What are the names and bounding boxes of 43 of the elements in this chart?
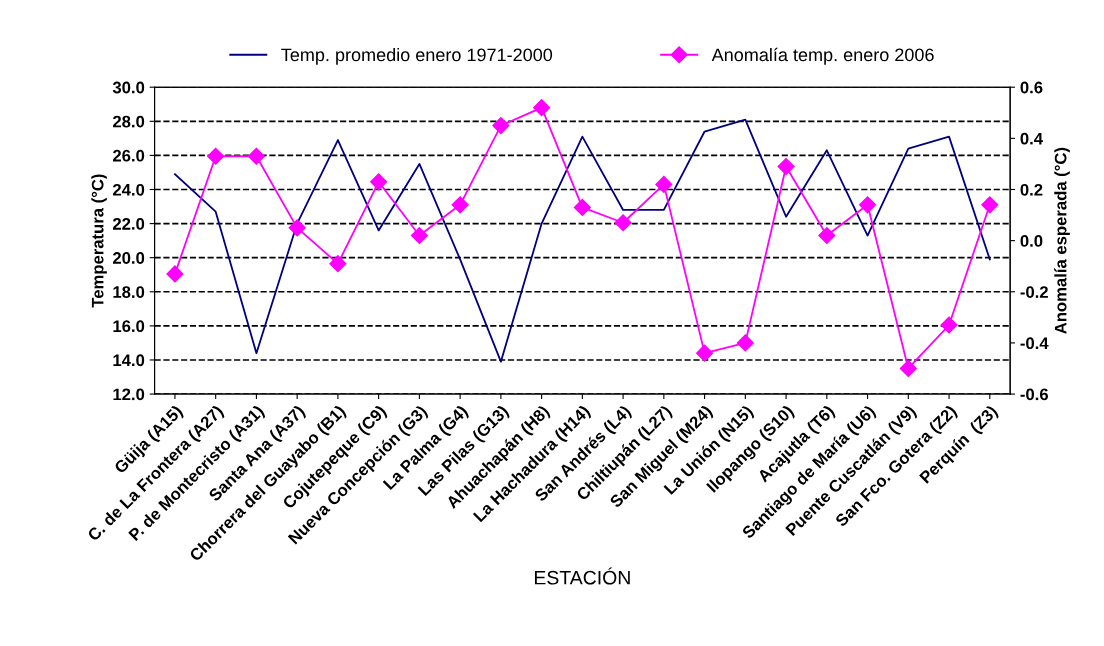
y-tick-label: 14.0 xyxy=(113,354,145,367)
point xyxy=(818,226,836,245)
y-tick-label: 16.0 xyxy=(113,320,145,333)
point xyxy=(451,196,469,214)
point xyxy=(573,198,591,216)
y-axis-title: Temperatura (°C) xyxy=(91,174,107,308)
y-tick-label: 24.0 xyxy=(112,183,145,196)
y-tick-label: 28.0 xyxy=(112,115,145,128)
y2-tick-label: -0.6 xyxy=(1020,388,1048,401)
point xyxy=(370,173,388,191)
point xyxy=(329,255,347,273)
y2-tick-label: -0.4 xyxy=(1020,337,1049,350)
point xyxy=(247,147,265,165)
point xyxy=(899,359,917,378)
y2-tick-label: 0.4 xyxy=(1020,132,1043,145)
point xyxy=(859,196,877,214)
y-tick-label: 18.0 xyxy=(113,286,145,298)
y-tick-label: 20.0 xyxy=(112,252,145,264)
y-tick-label: 30.0 xyxy=(112,81,145,94)
y-tick-label: 12.0 xyxy=(113,388,145,401)
point xyxy=(696,344,714,362)
point xyxy=(777,157,795,176)
point xyxy=(655,175,673,193)
point xyxy=(207,147,225,165)
point xyxy=(614,214,632,232)
point xyxy=(533,99,551,117)
y-tick-label: 22.0 xyxy=(112,217,145,230)
y-tick-label: 26.0 xyxy=(112,149,145,162)
y2-tick-label: 0.2 xyxy=(1020,183,1043,196)
y2-tick-label: 0.0 xyxy=(1020,235,1043,247)
point xyxy=(736,334,754,352)
y2-tick-label: -0.2 xyxy=(1020,286,1048,298)
legend-label: Temp. promedio enero 1971-2000 xyxy=(281,47,553,65)
point xyxy=(166,265,184,283)
point xyxy=(981,196,999,214)
y2-tick-label: 0.6 xyxy=(1020,81,1043,94)
point xyxy=(288,219,306,237)
y2-axis-title: Anomalía esperada (°C) xyxy=(1054,147,1070,334)
x-axis-title: ESTACIÓN xyxy=(534,567,630,585)
point xyxy=(492,117,510,135)
point xyxy=(940,316,958,334)
legend-label: Anomalía temp. enero 2006 xyxy=(711,47,934,65)
point xyxy=(410,226,428,245)
